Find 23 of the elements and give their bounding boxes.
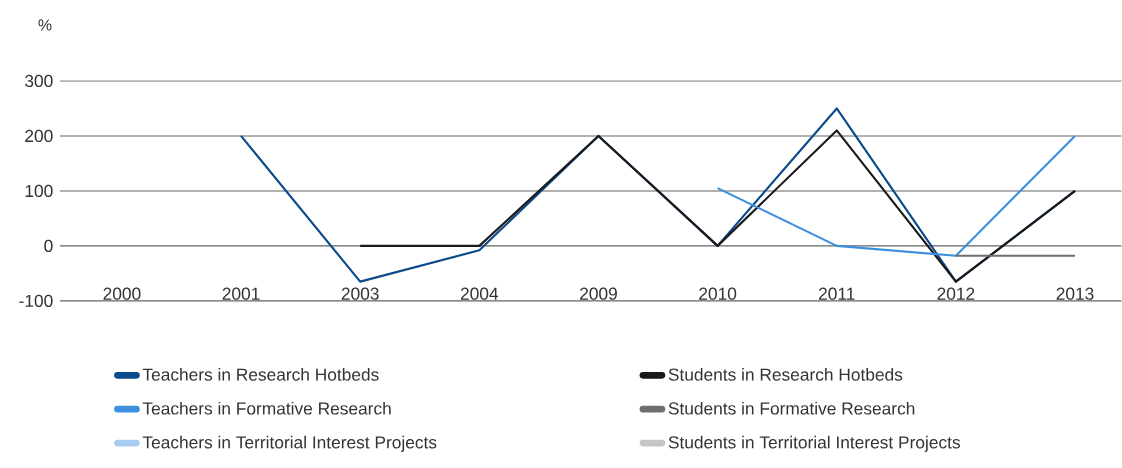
- y-tick-label: 0: [44, 239, 53, 253]
- y-tick-label: -100: [19, 294, 53, 308]
- legend-label: Teachers in Formative Research: [142, 402, 391, 415]
- y-tick-label: 100: [25, 184, 53, 198]
- x-tick-label: 2001: [222, 287, 260, 300]
- y-axis-title: %: [38, 19, 52, 31]
- legend-label: Teachers in Territorial Interest Projects: [142, 435, 437, 453]
- legend-label: Teachers in Research Hotbeds: [142, 368, 379, 381]
- x-tick-label: 2000: [103, 287, 141, 300]
- x-tick-label: 2011: [819, 287, 855, 300]
- legend-label: Students in Research Hotbeds: [668, 368, 903, 381]
- x-tick-label: 2004: [460, 287, 499, 300]
- x-tick-label: 2003: [341, 287, 379, 300]
- y-tick-label: 200: [25, 129, 53, 143]
- x-tick-label: 2010: [699, 287, 737, 300]
- legend-label: Students in Territorial Interest Projects: [668, 435, 960, 453]
- legend-label: Students in Formative Research: [668, 402, 915, 415]
- line-series: [716, 134, 1077, 257]
- x-tick-label: 2013: [1056, 287, 1094, 300]
- x-tick-label: 2012: [937, 287, 975, 300]
- line-series: [359, 129, 1077, 283]
- x-tick-label: 2009: [580, 287, 617, 300]
- y-tick-label: 300: [25, 74, 53, 88]
